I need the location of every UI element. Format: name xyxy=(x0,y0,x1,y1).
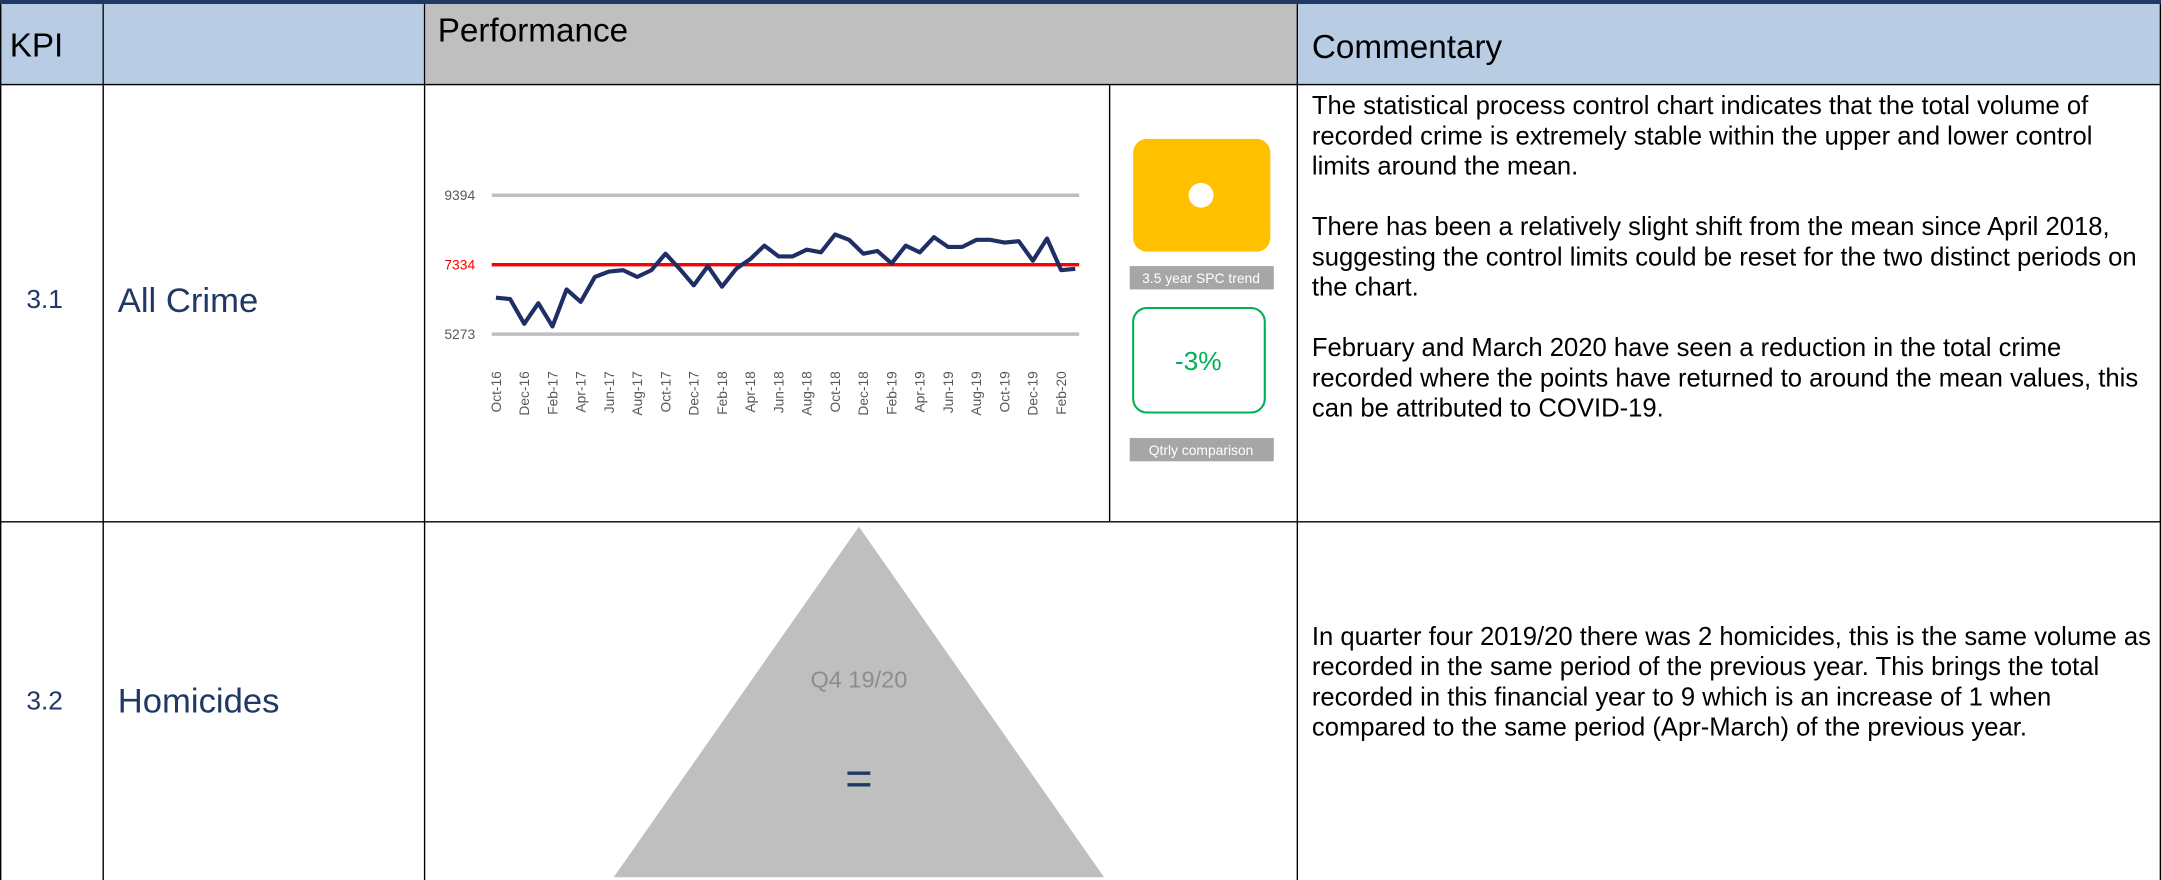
x-tick-label: Feb-17 xyxy=(545,371,560,415)
x-tick-label: Dec-16 xyxy=(517,371,532,416)
x-tick-label: Aug-18 xyxy=(800,371,815,416)
top-border xyxy=(0,0,2161,5)
y-tick-label: 7334 xyxy=(444,258,475,273)
x-tick-label: Jun-19 xyxy=(941,371,956,413)
comparison-label-box xyxy=(1128,436,1276,463)
x-tick-label: Aug-19 xyxy=(969,371,984,416)
commentary-paragraph: In quarter four 2019/20 there was 2 homi… xyxy=(1311,621,2151,742)
x-tick-label: Aug-17 xyxy=(630,371,645,415)
kpi-name: All Crime xyxy=(103,85,426,523)
x-tick-label: Apr-19 xyxy=(913,371,928,413)
y-tick-label: 5273 xyxy=(444,327,475,342)
commentary-header: Commentary xyxy=(1298,4,2161,86)
x-tick-label: Oct-17 xyxy=(658,371,673,412)
performance-cell xyxy=(425,522,1299,880)
kpi-header: KPI xyxy=(0,4,104,86)
comparison-value: -3% xyxy=(1175,346,1222,376)
x-tick-label: Oct-19 xyxy=(997,371,1012,413)
x-tick-label: Oct-18 xyxy=(828,371,843,413)
kpi-number: 3.2 xyxy=(0,522,104,880)
x-tick-label: Jun-18 xyxy=(771,371,786,413)
x-tick-label: Apr-18 xyxy=(743,371,758,413)
commentary-paragraph: The statistical process control chart in… xyxy=(1311,90,2093,181)
commentary-cell: The statistical process control chart in… xyxy=(1298,85,2161,523)
x-tick-label: Feb-20 xyxy=(1054,371,1069,415)
performance-cell xyxy=(425,85,1299,523)
period-label: Q4 19/20 xyxy=(810,667,907,693)
trend-label: 3.5 year SPC trend xyxy=(1142,271,1260,286)
x-tick-label: Feb-19 xyxy=(884,371,899,415)
status-symbol: = xyxy=(845,753,873,805)
x-tick-label: Dec-17 xyxy=(687,371,702,415)
trend-dot xyxy=(1188,182,1214,208)
trend-label-box xyxy=(1128,264,1276,291)
kpi-number: 3.1 xyxy=(0,85,104,523)
data-line xyxy=(495,232,1076,329)
performance-header: Performance xyxy=(425,4,1299,86)
kpi-name: Homicides xyxy=(104,522,426,880)
commentary-cell: In quarter four 2019/20 there was 2 homi… xyxy=(1298,522,2161,880)
name-header xyxy=(103,4,426,86)
x-tick-label: Apr-17 xyxy=(574,371,589,412)
comparison-label: Qtrly comparison xyxy=(1149,443,1254,458)
spc-chart: 5273 7334 9394 Oct-16 Dec-16 Feb-17 Apr-17 Jun-… xyxy=(444,188,1080,416)
x-tick-label: Jun-17 xyxy=(602,371,617,413)
status-triangle xyxy=(613,526,1105,878)
x-tick-label: Oct-16 xyxy=(489,371,504,413)
commentary-paragraph: There has been a relatively slight shift… xyxy=(1311,211,2137,302)
x-tick-label: Dec-19 xyxy=(1026,371,1041,416)
y-tick-label: 9394 xyxy=(444,188,475,203)
x-tick-label: Feb-18 xyxy=(715,371,730,415)
comparison-badge xyxy=(1132,306,1266,414)
x-tick-label: Dec-18 xyxy=(856,371,871,416)
commentary-paragraph: February and March 2020 have seen a redu… xyxy=(1311,332,2139,423)
